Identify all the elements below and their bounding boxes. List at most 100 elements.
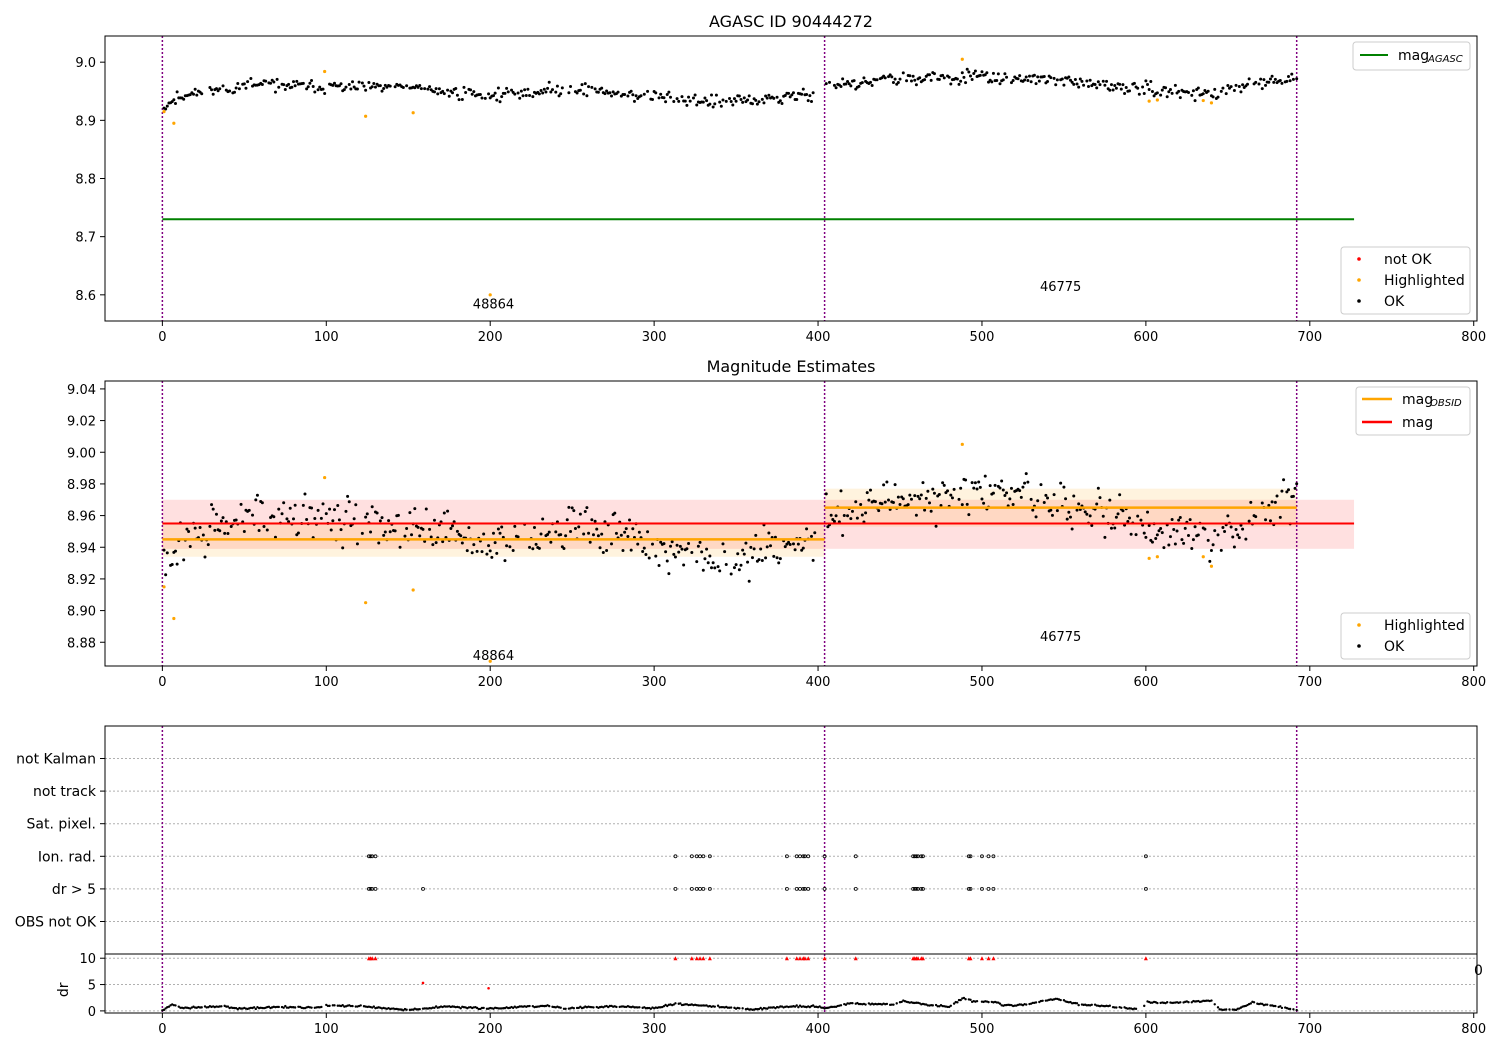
ok-point (1213, 529, 1217, 533)
ok-point (664, 550, 668, 554)
ok-point (396, 513, 400, 517)
ok-point (909, 497, 913, 501)
dr-point (341, 1004, 344, 1007)
ok-point (628, 518, 632, 522)
ok-point (777, 561, 781, 565)
flag-point (921, 854, 925, 859)
ok-point (621, 549, 625, 553)
ok-point (1119, 87, 1123, 91)
dr-point (1025, 1003, 1028, 1006)
ok-point (431, 543, 435, 547)
ok-point (595, 527, 599, 531)
ok-point (416, 525, 420, 529)
ok-point (1072, 494, 1076, 498)
ok-point (567, 91, 571, 95)
ok-point (637, 530, 641, 534)
ok-point (610, 94, 614, 98)
ok-point (1147, 523, 1151, 527)
ok-point (887, 498, 891, 502)
ok-point (434, 541, 438, 545)
ok-point (1124, 85, 1128, 89)
flag-point (673, 854, 678, 859)
ok-point (905, 79, 909, 83)
x-tick-label: 600 (1133, 1022, 1158, 1037)
ok-point (1101, 514, 1105, 518)
ok-point (1052, 493, 1056, 497)
ok-point (1018, 489, 1022, 493)
ok-point (914, 83, 918, 87)
ok-point (1062, 83, 1066, 87)
ok-point (1213, 87, 1217, 91)
dr-point (964, 998, 967, 1001)
dr-point (320, 1005, 323, 1009)
ok-point (1019, 495, 1023, 499)
dr-point (795, 1004, 798, 1007)
ok-point (1159, 526, 1163, 530)
dr-point (1090, 1003, 1093, 1006)
dr-point (1249, 1002, 1252, 1005)
ok-point (564, 534, 568, 538)
ok-point (1267, 503, 1271, 507)
ok-point (1067, 510, 1071, 514)
ok-point (631, 93, 635, 97)
ok-point (1103, 535, 1107, 539)
ok-point (724, 99, 728, 103)
ok-point (841, 534, 845, 538)
dr-point (592, 1006, 595, 1009)
ok-point (709, 93, 713, 97)
y-tick-label: 9.0 (75, 56, 96, 71)
ok-point (572, 509, 576, 513)
dr-point (1134, 1007, 1138, 1011)
ok-point (346, 494, 350, 498)
dr-clipped-marker (1143, 956, 1148, 961)
ok-point (513, 524, 517, 528)
ok-point (234, 518, 238, 522)
x-tick-label: 200 (478, 330, 503, 345)
ok-point (454, 86, 458, 90)
ok-point (480, 550, 484, 554)
ok-point (331, 519, 335, 523)
dr-point (1115, 1006, 1118, 1009)
ok-point (708, 102, 712, 106)
flag-point (853, 887, 858, 891)
ok-point (601, 550, 605, 554)
ok-point (972, 71, 976, 75)
ok-point (360, 81, 364, 85)
ok-point (647, 556, 651, 560)
dr-point (1075, 1002, 1079, 1005)
ok-point (642, 546, 646, 550)
dr-point (1165, 1001, 1169, 1004)
ok-point (728, 96, 732, 100)
ok-point (569, 530, 573, 534)
ok-point (260, 501, 264, 505)
y-tick-label: 8.7 (75, 231, 96, 246)
dr-point (1292, 1008, 1295, 1011)
flag-point (707, 887, 712, 891)
ok-point (1260, 501, 1264, 505)
ok-point (1246, 82, 1250, 86)
ok-point (957, 497, 961, 501)
dr-point (674, 1002, 677, 1005)
ok-point (685, 103, 689, 107)
ok-point (787, 540, 791, 544)
ok-point (547, 530, 551, 534)
ok-point (1288, 79, 1292, 83)
ok-point (1168, 88, 1172, 92)
ok-point (369, 530, 373, 534)
ok-point (480, 96, 484, 100)
ok-point (683, 99, 687, 103)
ok-point (283, 88, 287, 92)
y-tick-label: 8.98 (67, 478, 96, 493)
ok-point (236, 81, 240, 85)
ok-point (731, 103, 735, 107)
obsid-label: 48864 (473, 649, 514, 664)
ok-point (1178, 96, 1182, 100)
dr-clipped-marker (853, 956, 858, 961)
ok-point (242, 529, 246, 533)
ok-point (313, 90, 317, 94)
dr-point (759, 1006, 762, 1010)
dr-point (220, 1005, 223, 1008)
axes-frame (104, 380, 1478, 667)
ok-point (228, 89, 232, 93)
